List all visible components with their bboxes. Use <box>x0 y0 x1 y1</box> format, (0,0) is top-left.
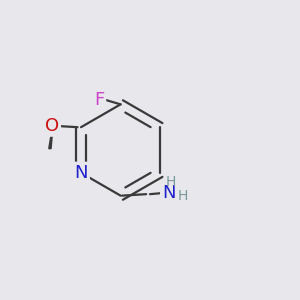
Text: H: H <box>178 189 188 203</box>
Text: O: O <box>45 117 59 135</box>
Text: N: N <box>74 164 88 182</box>
Text: H: H <box>166 175 176 189</box>
Text: N: N <box>162 184 175 202</box>
Text: F: F <box>94 91 104 109</box>
